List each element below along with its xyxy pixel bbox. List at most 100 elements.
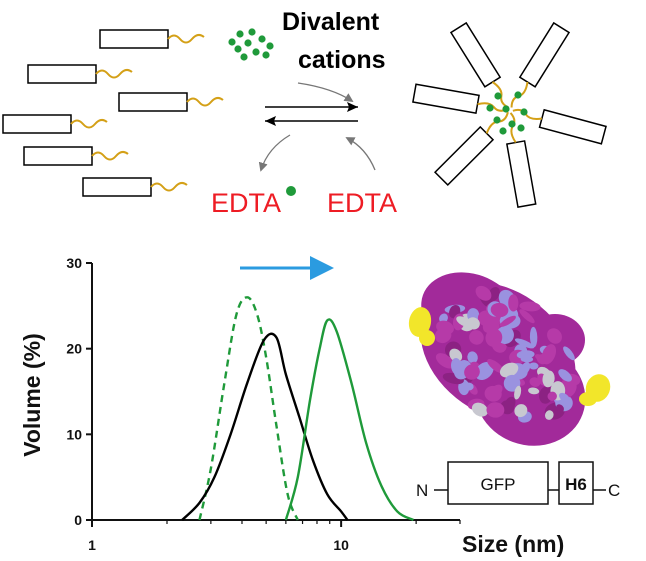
- surface-patch: [471, 402, 488, 417]
- monomer-block: [82, 177, 152, 197]
- assembled-monomer: [412, 83, 480, 115]
- series-line-3: [284, 318, 414, 522]
- cation-addition-arrow: [297, 82, 354, 102]
- shift-arrow: [240, 256, 334, 280]
- chelation-arrow-out: [258, 134, 291, 172]
- cation-dot: [258, 35, 266, 43]
- assembled-tail: [477, 102, 508, 112]
- surface-patch: [439, 313, 448, 324]
- surface-patch: [449, 348, 463, 362]
- size-distribution-chart: 0 10 20 30 1 10 Volume (%) Size (nm): [19, 255, 564, 557]
- c-terminus-label: C: [608, 481, 620, 500]
- his-tag-surface: [408, 307, 432, 337]
- gfp-domain-label: GFP: [481, 475, 516, 494]
- surface-patch: [547, 391, 557, 401]
- cation-dot: [266, 42, 274, 50]
- cation-dot: [262, 51, 270, 59]
- monomer-block: [23, 146, 93, 166]
- x-tick-label: 10: [333, 537, 349, 553]
- monomer-block: [118, 92, 188, 112]
- his-tag-label: H6: [565, 475, 587, 494]
- surface-patch: [563, 346, 575, 361]
- cation-label-line2: cations: [298, 46, 386, 74]
- surface-patch: [464, 364, 480, 380]
- bound-cation-dot: [520, 108, 528, 116]
- surface-patch: [490, 302, 509, 318]
- cation-dot: [234, 45, 242, 53]
- chelated-cation-dot: [286, 186, 296, 196]
- surface-patch: [558, 369, 572, 382]
- surface-patch: [529, 326, 538, 348]
- bound-cation-dot: [493, 116, 501, 124]
- surface-patch: [514, 404, 528, 418]
- gfp-domain-box: [447, 461, 549, 505]
- assembled-monomer: [433, 125, 495, 187]
- surface-patch: [484, 385, 502, 402]
- surface-patch: [541, 344, 557, 365]
- edta-bound-label: EDTA: [211, 188, 281, 218]
- x-axis-title: Size (nm): [462, 531, 564, 557]
- surface-patch: [436, 320, 454, 335]
- bound-cation-dot: [494, 92, 502, 100]
- his-tag-surface: [579, 392, 597, 406]
- surface-patch: [508, 294, 519, 312]
- histidine-tail: [70, 118, 108, 129]
- surface-patch: [544, 410, 554, 420]
- y-ticks: 0 10 20 30: [66, 255, 92, 528]
- cation-cluster: [228, 28, 274, 61]
- bound-cation-dot: [508, 120, 516, 128]
- surface-patch: [485, 328, 503, 347]
- monomer-group: [2, 29, 224, 197]
- surface-patch: [503, 374, 521, 392]
- y-tick-label: 30: [66, 255, 82, 271]
- y-tick-label: 10: [66, 426, 82, 442]
- y-axis-title: Volume (%): [19, 333, 45, 457]
- cation-dot: [240, 53, 248, 61]
- x-ticks: 1 10: [88, 520, 461, 553]
- cation-dot: [248, 28, 256, 36]
- surface-patch: [528, 387, 540, 395]
- surface-patch: [559, 392, 570, 403]
- histidine-tail: [150, 181, 188, 192]
- bound-cation-dot: [514, 91, 522, 99]
- n-terminus-label: N: [416, 481, 428, 500]
- surface-patch: [463, 382, 474, 391]
- surface-patch: [519, 301, 541, 312]
- edta-free-label: EDTA: [327, 188, 397, 218]
- surface-patch: [499, 315, 516, 327]
- surface-patch: [456, 316, 472, 327]
- histidine-tail: [186, 96, 224, 107]
- bound-cation-dot: [486, 104, 494, 112]
- bound-cation-dot: [502, 105, 510, 113]
- surface-patch: [487, 359, 505, 374]
- bound-cation-dot: [499, 127, 507, 135]
- surface-patch: [466, 317, 480, 330]
- surface-patch: [556, 404, 564, 413]
- y-tick-label: 20: [66, 341, 82, 357]
- protein-surface-model: [408, 272, 611, 446]
- monomer-block: [27, 64, 97, 84]
- surface-patch: [467, 351, 478, 364]
- assembled-tail: [509, 112, 517, 144]
- series-line-1: [198, 296, 299, 521]
- cation-dot: [228, 38, 236, 46]
- bound-cation-dot: [517, 124, 525, 132]
- surface-patch: [499, 362, 519, 378]
- his-tag-surface: [419, 330, 435, 346]
- construct-diagram: N GFP H6 C: [416, 461, 620, 505]
- y-tick-label: 0: [74, 512, 82, 528]
- assembled-monomer: [449, 21, 502, 88]
- surface-patch: [514, 338, 535, 349]
- surface-patch: [528, 362, 539, 370]
- series-line-2: [181, 332, 349, 521]
- histidine-tail: [91, 150, 129, 161]
- assembled-monomer: [518, 21, 571, 88]
- histidine-tail: [167, 33, 205, 44]
- surface-patch: [475, 285, 492, 301]
- surface-patch: [529, 377, 541, 387]
- cation-label-line1: Divalent: [282, 8, 380, 36]
- monomer-block: [2, 114, 72, 134]
- surface-patch: [516, 350, 535, 359]
- his-tag-box: [558, 461, 594, 505]
- monomer-block: [99, 29, 169, 49]
